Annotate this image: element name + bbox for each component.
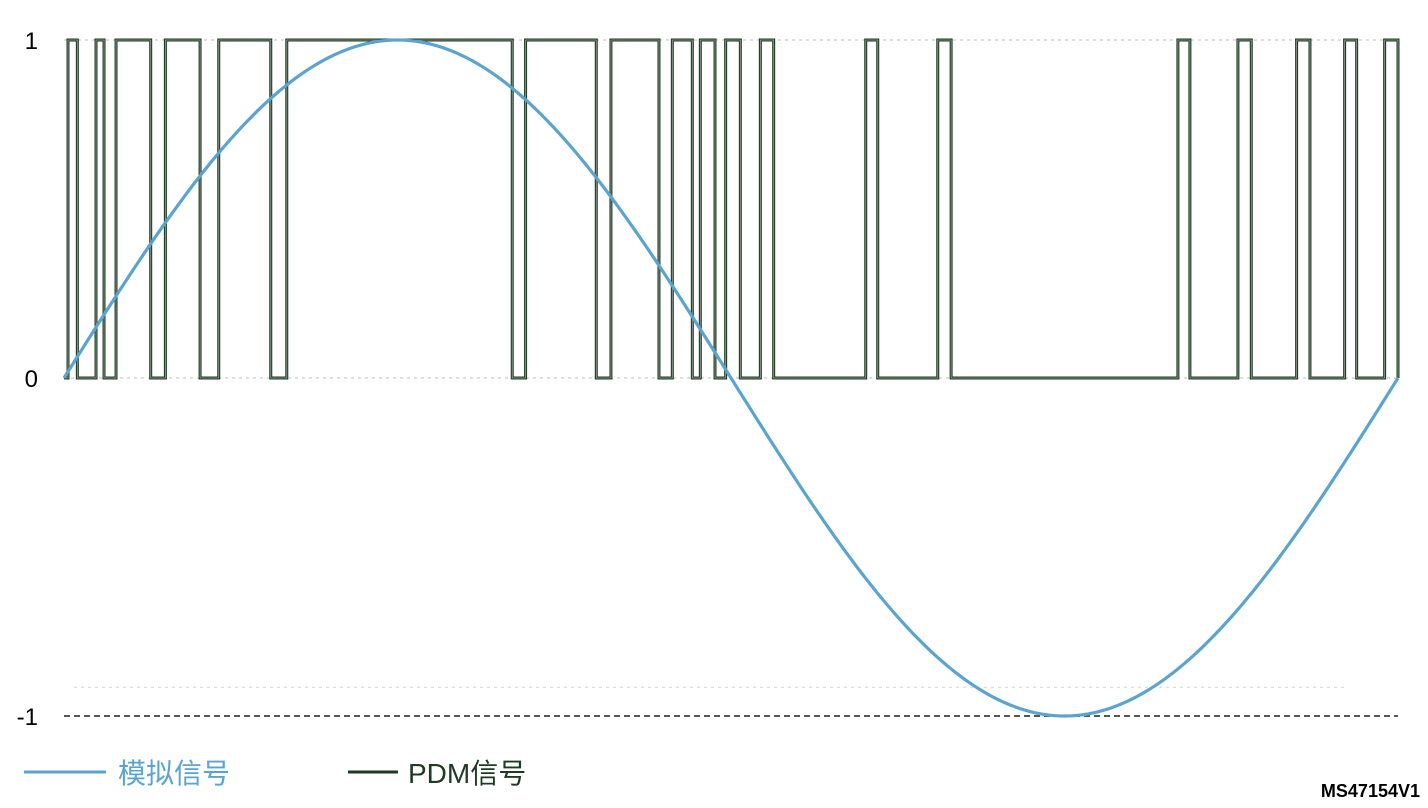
pdm-signal-line <box>64 38 1400 380</box>
analog-signal-line <box>62 38 1400 718</box>
y-tick-label: 1 <box>25 28 38 55</box>
legend-item-analog: 模拟信号 <box>24 758 230 789</box>
pdm-signal-series <box>64 38 1400 380</box>
pdm-signal-highlight <box>64 39 1399 379</box>
figure-id: MS47154V1 <box>1321 781 1420 801</box>
legend-analog-label: 模拟信号 <box>118 758 230 789</box>
y-tick-label: -1 <box>17 704 38 731</box>
y-axis-ticks: 1 0 -1 <box>17 28 38 731</box>
analog-signal-series <box>62 38 1400 718</box>
y-tick-label: 0 <box>25 366 38 393</box>
legend-item-pdm: PDM信号 <box>348 758 526 789</box>
legend: 模拟信号 PDM信号 <box>24 758 526 789</box>
legend-pdm-label: PDM信号 <box>408 758 526 789</box>
